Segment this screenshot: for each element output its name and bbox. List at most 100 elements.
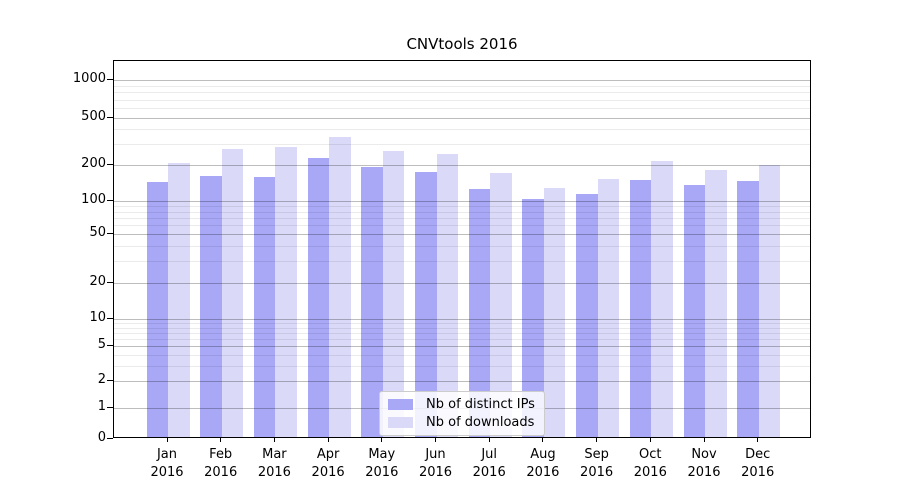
bars-layer [114,61,810,437]
gridline-minor [114,225,810,227]
legend: Nb of distinct IPs Nb of downloads [379,391,545,436]
x-tick-label: Apr 2016 [311,447,345,480]
grid-layer [114,61,810,437]
x-tick-mark [703,438,705,442]
bar-distinct-ips-may [361,167,383,437]
y-tick-label: 5 [97,337,106,352]
y-tick-label: 1 [97,399,106,414]
bar-distinct-ips-sep [576,194,598,437]
y-tick-mark [107,233,113,234]
x-tick-label: Jul 2016 [472,447,506,480]
y-tick-mark [107,282,113,283]
x-tick-label: Nov 2016 [687,447,721,480]
bar-distinct-ips-feb [200,175,222,437]
legend-swatch-distinct-ips [388,399,413,410]
x-tick-mark [488,438,490,442]
gridline-minor [114,354,810,356]
bar-downloads-sep [597,179,620,437]
x-tick-mark [542,438,544,442]
x-tick-mark [596,438,598,442]
bar-distinct-ips-jul [468,189,491,437]
x-tick-mark [649,438,651,442]
gridline-minor [114,217,810,219]
gridline-major [114,165,810,166]
legend-label-distinct-ips: Nb of distinct IPs [426,397,535,412]
y-tick-label: 2 [97,372,106,387]
legend-item-distinct-ips: Nb of distinct IPs [388,397,536,412]
bar-downloads-feb [221,149,244,437]
gridline-minor [114,92,810,94]
gridline-minor [114,327,810,329]
x-tick-mark [435,438,436,442]
bar-downloads-aug [543,188,566,437]
gridline-major [114,201,810,202]
bar-distinct-ips-nov [683,185,705,437]
gridline-major [114,118,810,119]
gridline-minor [114,108,810,109]
y-tick-label: 100 [81,192,106,207]
bar-distinct-ips-mar [253,177,276,437]
y-tick-mark [107,438,113,439]
y-tick-mark [107,318,113,319]
gridline-minor [114,245,810,247]
gridline-minor [114,261,810,263]
gridline-minor [114,338,810,340]
legend-swatch-downloads [388,417,413,428]
chart-title: CNVtools 2016 [406,35,518,53]
x-tick-mark [381,438,383,442]
gridline-major [114,234,810,235]
y-tick-mark [107,117,113,118]
gridline-minor [114,144,810,146]
bar-distinct-ips-jun [415,172,437,437]
x-tick-mark [166,438,168,442]
bar-downloads-jul [490,173,512,437]
bar-downloads-jun [436,153,458,437]
x-tick-mark [327,438,329,442]
y-tick-label: 10 [89,310,106,325]
bar-downloads-dec [758,165,781,437]
x-tick-label: Jun 2016 [418,447,453,480]
x-tick-mark [273,438,275,442]
x-tick-mark [757,438,759,442]
gridline-minor [114,206,810,208]
y-tick-mark [107,79,113,80]
x-tick-label: Mar 2016 [257,447,291,480]
gridline-minor [114,99,810,101]
y-tick-label: 1000 [72,71,106,86]
bar-distinct-ips-dec [737,181,759,437]
gridline-minor [114,332,810,334]
gridline-minor [114,129,810,131]
y-tick-mark [107,164,113,165]
y-tick-label: 50 [89,225,106,240]
bar-distinct-ips-aug [522,199,544,437]
legend-item-downloads: Nb of downloads [388,415,536,430]
x-tick-label: Dec 2016 [741,447,775,480]
gridline-minor [114,85,810,87]
bar-downloads-may [382,150,405,437]
y-tick-label: 0 [97,430,106,445]
bar-downloads-nov [705,169,727,437]
bar-downloads-oct [651,160,673,437]
bar-downloads-jan [168,162,190,437]
gridline-major [114,80,810,81]
bar-distinct-ips-jan [146,181,168,437]
x-tick-label: Aug 2016 [526,447,560,480]
gridline-minor [114,211,810,213]
bar-distinct-ips-apr [307,158,330,437]
gridline-major [114,381,810,382]
y-tick-label: 200 [81,156,106,171]
y-tick-label: 20 [89,274,106,289]
x-tick-label: Feb 2016 [204,447,238,480]
legend-label-downloads: Nb of downloads [426,415,535,430]
x-tick-mark [220,438,222,442]
x-tick-label: Oct 2016 [633,447,667,480]
x-tick-label: May 2016 [365,447,399,480]
bar-downloads-apr [329,137,351,437]
plot-area: Nb of distinct IPs Nb of downloads [113,60,811,438]
gridline-minor [114,323,810,325]
y-tick-mark [107,345,113,346]
gridline-major [114,283,810,284]
bar-downloads-mar [275,147,297,437]
y-tick-mark [107,200,113,201]
